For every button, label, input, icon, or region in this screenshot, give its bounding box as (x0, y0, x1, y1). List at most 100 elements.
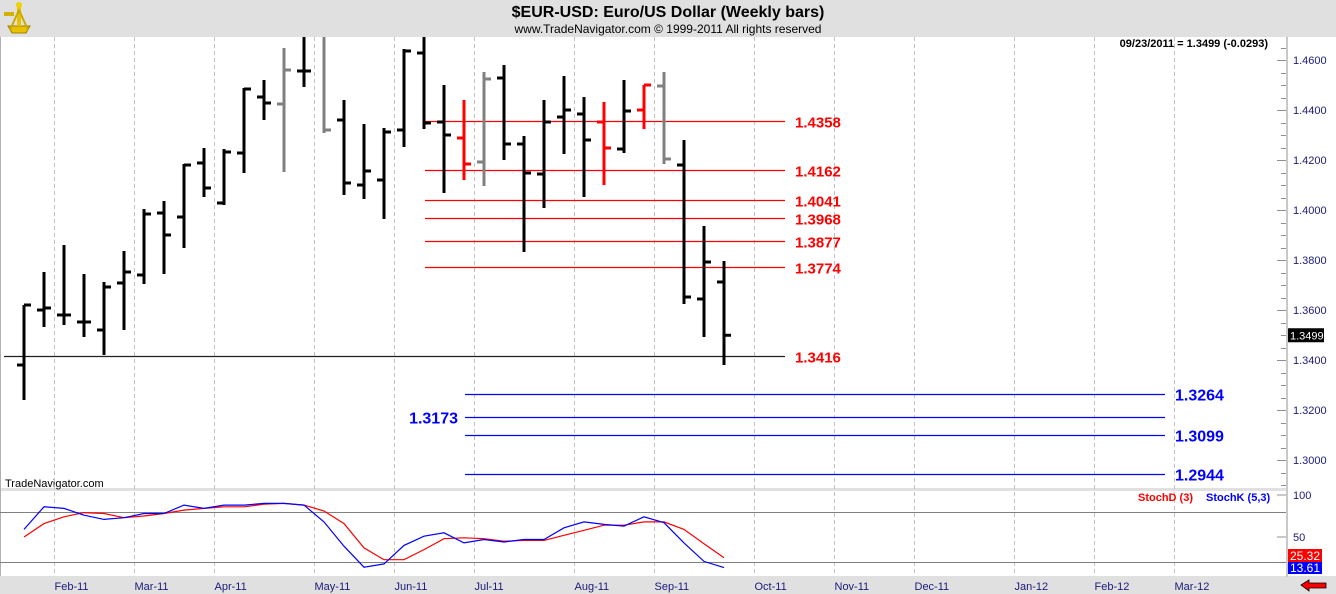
ohlc-bar (217, 149, 231, 205)
date-label: Jan-12 (1015, 581, 1049, 593)
copyright: www.TradeNavigator.com © 1999-2011 All r… (514, 22, 822, 36)
ohlc-bar (97, 282, 111, 355)
ohlc-bar (117, 251, 131, 330)
ohlc-bar (577, 97, 591, 197)
stoch-tick-label: 100 (1293, 490, 1311, 502)
price-bars (17, 37, 731, 400)
date-label: Mar-11 (135, 581, 169, 593)
logo (4, 2, 31, 34)
date-label: May-11 (315, 581, 351, 593)
date-label: Oct-11 (755, 581, 787, 593)
date-label: Jun-11 (395, 581, 428, 593)
level-label: 1.4358 (795, 115, 841, 132)
ohlc-bar (157, 201, 171, 274)
ohlc-bar (417, 37, 431, 129)
ohlc-bar (37, 272, 51, 327)
date-label: Aug-11 (575, 581, 610, 593)
price-tick-label: 1.3400 (1293, 355, 1327, 367)
price-tick-label: 1.4600 (1293, 55, 1327, 67)
ohlc-bar (477, 72, 491, 186)
price-tick-label: 1.4000 (1293, 205, 1327, 217)
ohlc-bar (357, 124, 371, 199)
ohlc-bar (277, 48, 291, 172)
ohlc-bar (697, 226, 711, 337)
ohlc-bar (77, 274, 91, 337)
current-price-tag (1288, 328, 1324, 343)
chart-title: $EUR-USD: Euro/US Dollar (Weekly bars) (512, 4, 825, 21)
price-tick-label: 1.4400 (1293, 105, 1327, 117)
level-label: 1.3264 (1175, 388, 1224, 405)
ohlc-bar (297, 37, 311, 87)
price-readout: 09/23/2011 = 1.3499 (-0.0293) (1120, 38, 1269, 50)
date-label: Nov-11 (835, 581, 870, 593)
ohlc-bar (17, 303, 31, 400)
price-axis-border (1286, 37, 1288, 577)
date-label: Apr-11 (215, 581, 247, 593)
ohlc-bar (237, 87, 251, 173)
level-label: 1.2944 (1175, 468, 1224, 485)
ohlc-bar (137, 209, 151, 284)
date-label: Feb-11 (55, 581, 89, 593)
ohlc-bar (257, 80, 271, 120)
stochd-value: 25.32 (1290, 549, 1320, 563)
ohlc-bar (337, 100, 351, 195)
date-label: Mar-12 (1175, 581, 1210, 593)
date-axis[interactable]: Feb-11 Mar-11 Apr-11 May-11 Jun-11 Jul-11 Aug-… (55, 581, 1210, 593)
level-label: 1.3877 (795, 235, 841, 252)
ohlc-bar (517, 136, 531, 252)
price-tick-label: 1.3800 (1293, 255, 1327, 267)
ohlc-bar (637, 83, 651, 129)
ohlc-bar (322, 37, 331, 133)
date-label: Feb-12 (1095, 581, 1130, 593)
stochk-line (23, 502, 725, 569)
scroll-left-button[interactable] (1300, 579, 1327, 592)
level-label: 1.3173 (409, 411, 458, 428)
stochd-line (23, 502, 725, 561)
header-bar (0, 0, 1336, 37)
stochk-value-tag (1288, 562, 1322, 574)
price-tick-label: 1.3200 (1293, 405, 1327, 417)
ohlc-bar (717, 261, 731, 365)
red-left-arrow-icon[interactable] (1300, 579, 1327, 592)
legend-stochd: StochD (3) (1138, 492, 1193, 504)
level-label: 1.3416 (795, 350, 841, 367)
ohlc-bar (677, 140, 691, 304)
watermark-text: TradeNavigator.com (5, 478, 104, 490)
ohlc-bar (197, 148, 211, 197)
level-label: 1.3968 (795, 212, 841, 229)
stochd-value-tag (1288, 549, 1322, 562)
sextant-icon (4, 2, 31, 34)
ohlc-bar (597, 102, 611, 185)
ohlc-bar (557, 76, 571, 154)
month-gridlines (54, 37, 1175, 576)
ohlc-bar (617, 80, 631, 153)
date-label: Dec-11 (915, 581, 950, 593)
ohlc-bar (657, 72, 671, 164)
pane-divider[interactable] (0, 488, 1286, 491)
ohlc-bar (537, 100, 551, 208)
price-axis[interactable]: 1.4600 1.4400 1.4200 1.4000 1.3800 1.3600 1.34… (1277, 48, 1327, 576)
level-label: 1.4041 (795, 194, 841, 211)
ohlc-bar (377, 128, 391, 219)
ohlc-bar (497, 65, 511, 160)
date-label: Jul-11 (475, 581, 504, 593)
date-axis-bar (0, 576, 1336, 594)
date-label: Sep-11 (655, 581, 690, 593)
ohlc-bar (457, 100, 471, 180)
stoch-tick-label: 50 (1293, 532, 1305, 544)
level-label: 1.4162 (795, 164, 841, 181)
stochk-value: 13.61 (1290, 561, 1320, 575)
level-label: 1.3774 (795, 261, 842, 278)
legend-stochk: StochK (5,3) (1206, 492, 1271, 504)
ohlc-bar (437, 85, 451, 193)
ohlc-bar (397, 49, 411, 147)
ohlc-bar (57, 245, 71, 325)
current-price-label: 1.3499 (1290, 330, 1324, 342)
price-tick-label: 1.4200 (1293, 155, 1327, 167)
price-tick-label: 1.3000 (1293, 455, 1327, 467)
price-tick-label: 1.3600 (1293, 305, 1327, 317)
level-label: 1.3099 (1175, 429, 1224, 446)
ohlc-bar (177, 163, 191, 248)
